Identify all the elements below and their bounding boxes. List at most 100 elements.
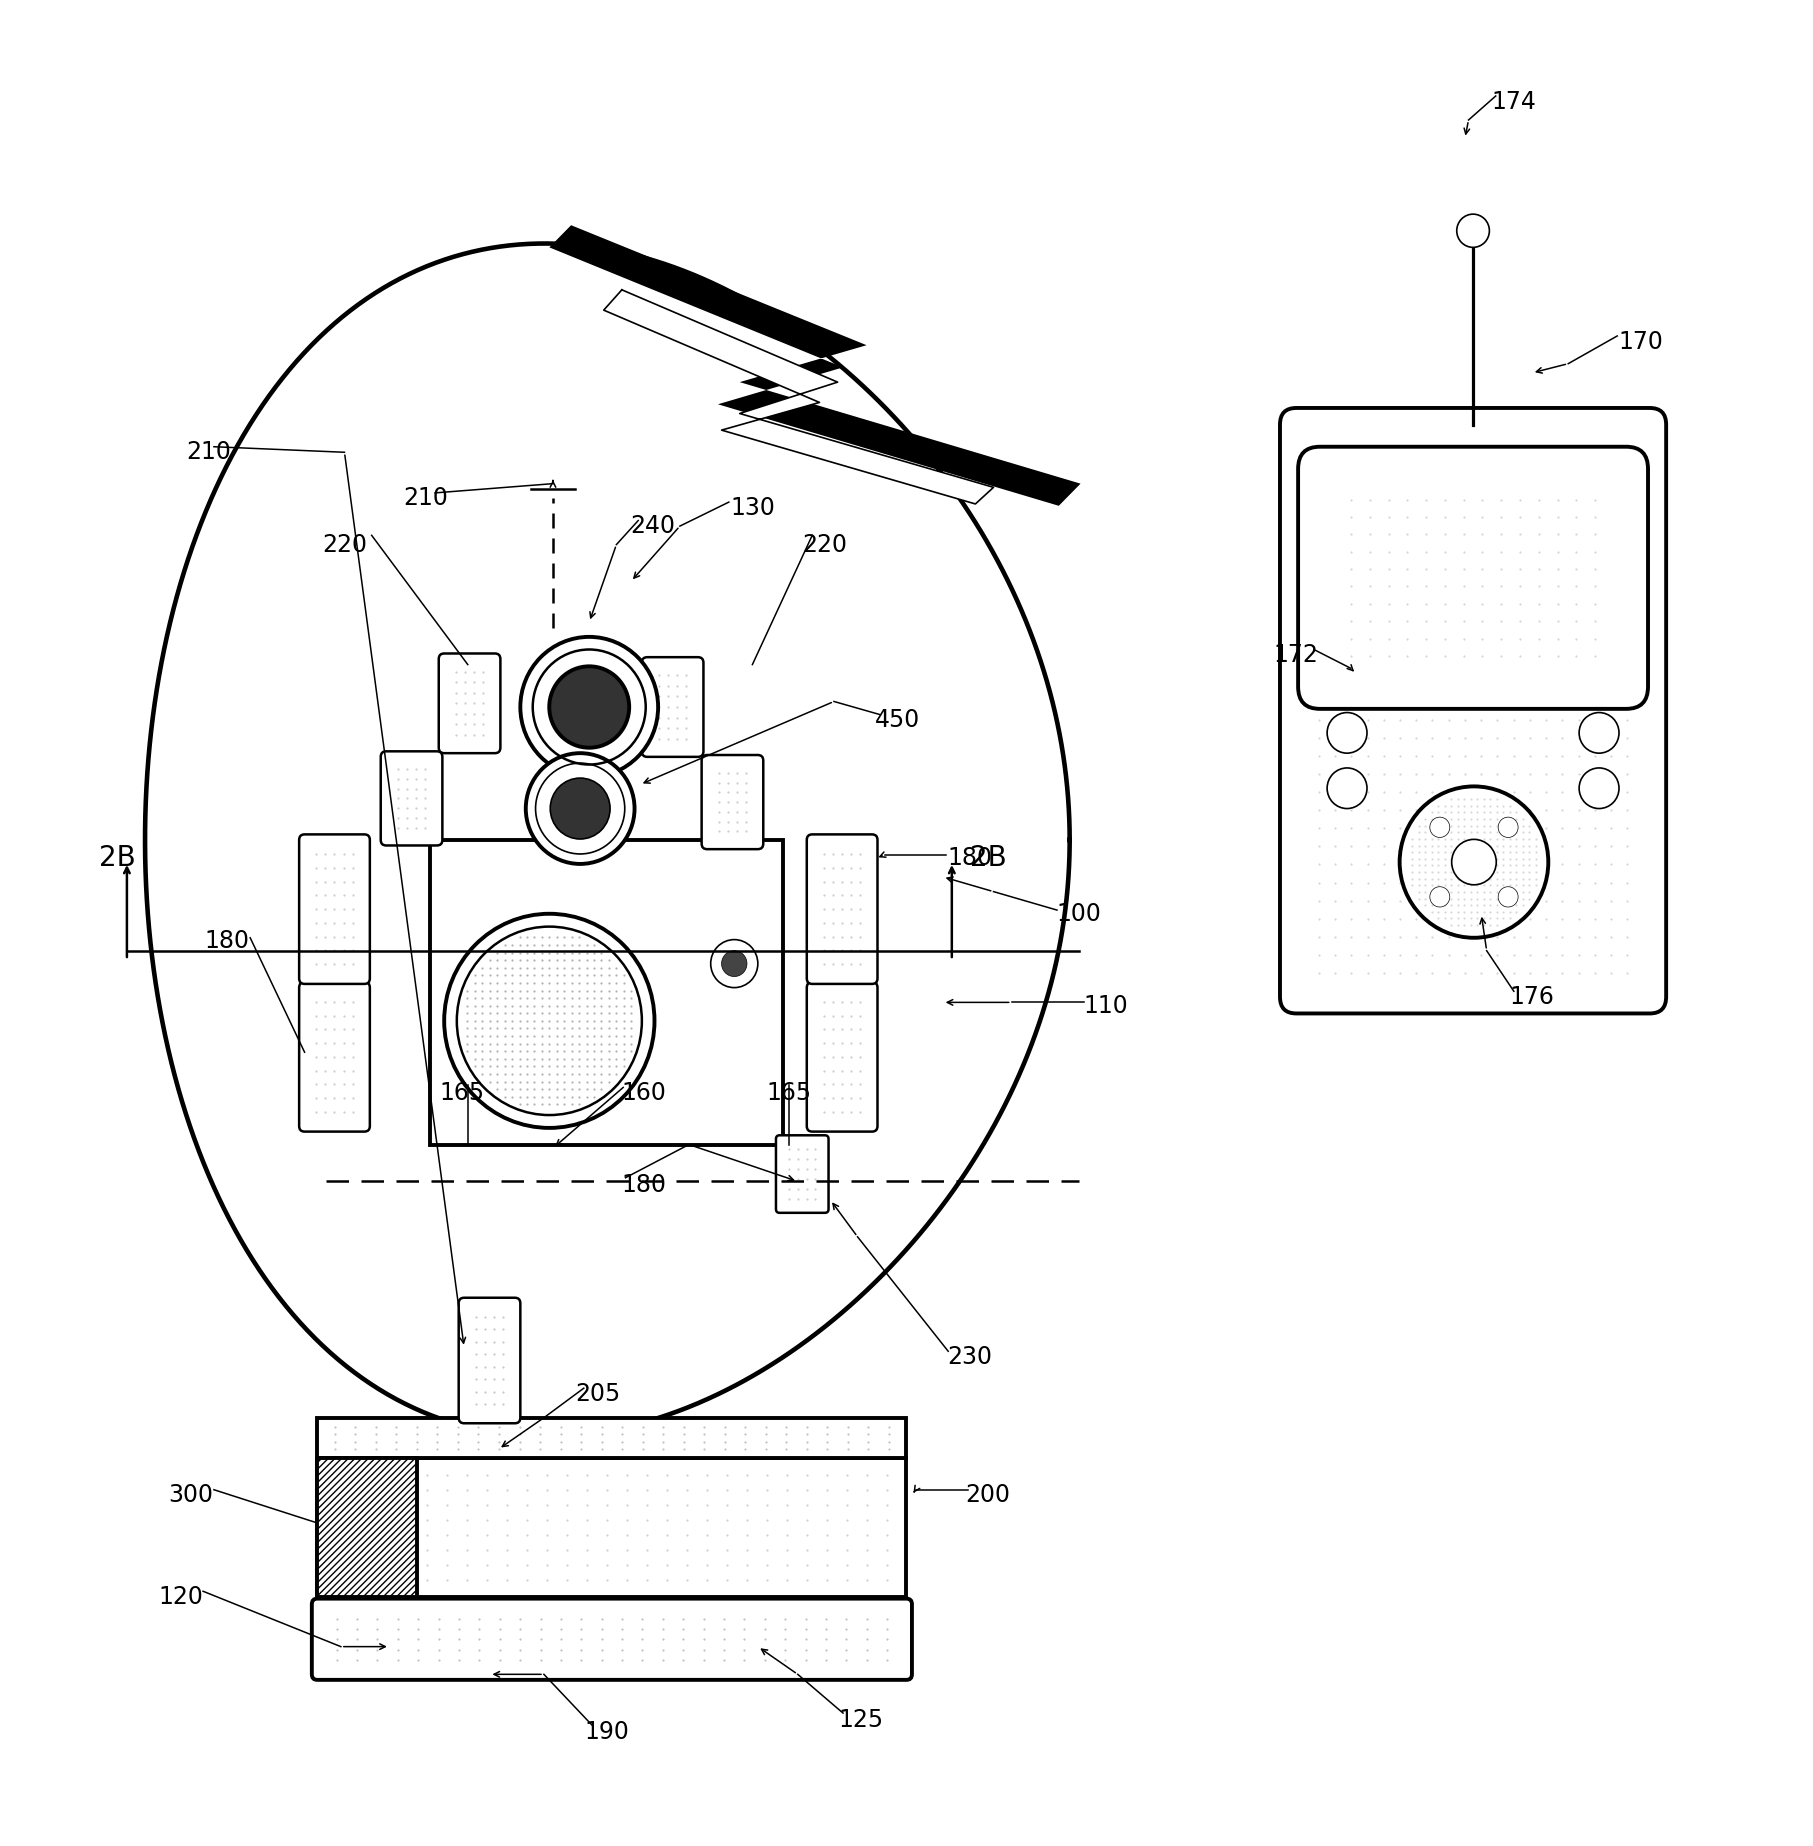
Point bbox=[1597, 524, 1626, 554]
Point bbox=[520, 984, 549, 1013]
Point bbox=[513, 938, 542, 967]
Point bbox=[834, 1427, 863, 1456]
Point bbox=[312, 853, 341, 882]
Point bbox=[722, 777, 751, 807]
Point bbox=[319, 868, 348, 897]
Point bbox=[653, 1565, 682, 1595]
Point bbox=[497, 999, 526, 1028]
Point bbox=[450, 677, 479, 707]
Point bbox=[461, 1006, 490, 1036]
Point bbox=[772, 1412, 801, 1442]
Point bbox=[1430, 485, 1459, 515]
Point bbox=[1467, 724, 1496, 753]
Point bbox=[461, 984, 490, 1013]
Point bbox=[1565, 777, 1594, 807]
Point bbox=[1392, 502, 1421, 532]
Point bbox=[1352, 561, 1382, 591]
Point bbox=[319, 1084, 348, 1113]
Point bbox=[468, 953, 497, 982]
Point bbox=[1516, 844, 1545, 873]
Point bbox=[1450, 543, 1479, 572]
Point bbox=[1369, 506, 1398, 535]
Point bbox=[1456, 797, 1485, 827]
Point bbox=[838, 881, 867, 910]
Point bbox=[1521, 844, 1550, 873]
Point bbox=[1525, 572, 1554, 602]
Point bbox=[1450, 578, 1479, 607]
Point bbox=[1467, 506, 1496, 535]
Point bbox=[513, 1067, 542, 1097]
Point bbox=[1401, 487, 1430, 517]
Point bbox=[1352, 724, 1382, 753]
Point bbox=[1450, 844, 1479, 873]
Point bbox=[1352, 777, 1382, 807]
Point bbox=[1336, 469, 1365, 498]
Point bbox=[1508, 818, 1537, 847]
Point bbox=[792, 1504, 821, 1534]
Point bbox=[1499, 849, 1528, 879]
Point bbox=[792, 1145, 821, 1174]
Point bbox=[410, 812, 439, 842]
Point bbox=[1548, 886, 1577, 916]
Point bbox=[549, 953, 578, 982]
Point bbox=[845, 936, 874, 965]
Point bbox=[1488, 884, 1517, 914]
Point bbox=[564, 1089, 593, 1119]
Point bbox=[1476, 851, 1505, 881]
Point bbox=[1565, 759, 1594, 788]
Point bbox=[1597, 814, 1626, 844]
Point bbox=[1336, 578, 1365, 607]
Point bbox=[852, 1521, 881, 1551]
Point bbox=[549, 1028, 578, 1058]
Point bbox=[1401, 687, 1430, 716]
Point bbox=[1543, 537, 1572, 567]
Point bbox=[772, 1434, 801, 1464]
Point bbox=[1352, 759, 1382, 788]
Point bbox=[732, 807, 761, 836]
Point bbox=[1467, 740, 1496, 772]
Point bbox=[1401, 740, 1430, 772]
Point bbox=[312, 936, 341, 965]
Point bbox=[1543, 502, 1572, 532]
Point bbox=[341, 1412, 370, 1442]
Point bbox=[809, 853, 838, 882]
Point bbox=[312, 1097, 341, 1126]
Point bbox=[1581, 537, 1610, 567]
Point bbox=[319, 1056, 348, 1085]
Point bbox=[1423, 851, 1452, 881]
Point bbox=[475, 999, 504, 1028]
Point bbox=[587, 1021, 616, 1050]
Point bbox=[1418, 823, 1447, 853]
Point bbox=[809, 1041, 838, 1071]
Point bbox=[1469, 871, 1498, 901]
Point bbox=[422, 1434, 451, 1464]
Point bbox=[337, 1001, 366, 1030]
Point bbox=[404, 1604, 433, 1634]
Point bbox=[564, 991, 593, 1021]
Point bbox=[1401, 668, 1430, 698]
Point bbox=[573, 991, 602, 1021]
Point bbox=[1508, 877, 1537, 906]
Point bbox=[490, 1082, 519, 1111]
Point bbox=[319, 1041, 348, 1071]
Point bbox=[812, 1636, 841, 1665]
Point bbox=[1581, 868, 1610, 897]
Point bbox=[1434, 687, 1463, 716]
Point bbox=[468, 720, 497, 749]
Point bbox=[1336, 607, 1365, 637]
Point bbox=[1450, 910, 1479, 940]
Point bbox=[573, 945, 602, 975]
Point bbox=[801, 1154, 830, 1183]
Point bbox=[812, 1565, 841, 1595]
Point bbox=[819, 881, 848, 910]
Point bbox=[520, 1036, 549, 1065]
Point bbox=[613, 1565, 642, 1595]
Point bbox=[1469, 857, 1498, 886]
Point bbox=[506, 1613, 535, 1643]
Point bbox=[520, 1021, 549, 1050]
Text: 172: 172 bbox=[1275, 642, 1318, 668]
Text: 180: 180 bbox=[205, 929, 248, 954]
Point bbox=[731, 1636, 760, 1665]
Point bbox=[1469, 785, 1498, 814]
Point bbox=[1469, 910, 1498, 940]
